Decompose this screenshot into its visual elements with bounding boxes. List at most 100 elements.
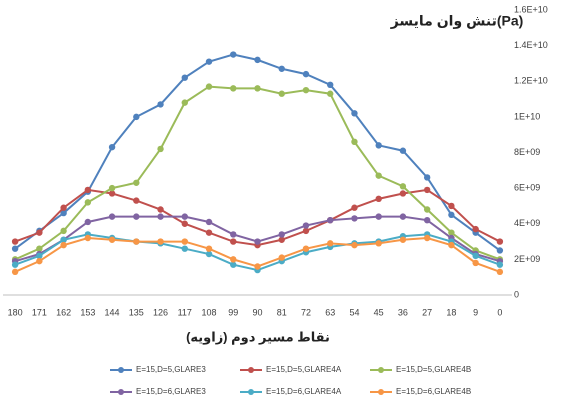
data-point [423,186,431,194]
data-point [84,186,92,194]
data-point [60,227,67,235]
data-point [472,225,479,233]
data-point [84,218,92,226]
x-tick-label: 72 [301,307,311,317]
data-point [448,229,455,236]
x-tick-label: 171 [32,307,47,317]
x-tick-label: 54 [349,307,359,317]
data-point [351,241,358,249]
data-point [230,85,237,92]
y-tick-label: 8E+09 [514,147,540,157]
data-point [181,99,188,106]
x-tick-label: 126 [153,307,168,317]
x-tick-label: 90 [252,307,262,317]
y-tick-label: 2E+09 [514,254,540,264]
data-point [302,86,310,94]
x-tick-label: 36 [398,307,408,317]
y-tick-label: 1.6E+10 [514,4,548,14]
data-point [399,147,407,154]
data-point [423,206,431,213]
data-point [327,216,334,224]
data-point [496,261,504,268]
x-tick-label: 135 [129,307,144,317]
data-point [375,240,382,247]
data-point [11,261,19,268]
data-point [133,238,140,245]
data-point [36,252,43,260]
data-point [108,143,116,151]
data-point [448,211,455,219]
data-point [254,238,261,245]
x-tick-label: 81 [277,307,287,317]
data-point [133,179,140,186]
data-point [254,85,261,92]
data-point [133,113,140,121]
data-point [351,215,358,222]
data-point [399,183,407,190]
data-point [36,229,43,236]
data-point [448,241,455,249]
data-point [60,209,67,217]
data-point [230,256,237,263]
data-point [423,234,431,242]
data-point [60,241,67,249]
data-point [327,240,334,247]
data-point [205,250,213,258]
y-tick-label: 1.2E+10 [514,76,548,86]
data-point [181,220,188,227]
x-tick-label: 45 [374,307,384,317]
data-point [375,213,382,220]
data-point [108,190,116,197]
x-tick-label: 162 [56,307,71,317]
data-point [181,245,188,252]
y-tick-label: 1.4E+10 [514,40,548,50]
y-tick-label: 0 [514,289,519,299]
data-point [205,245,213,252]
data-point [205,83,213,90]
data-point [230,231,237,238]
x-tick-label: 117 [178,307,192,317]
data-point [108,184,116,192]
x-tick-label: 144 [105,307,120,317]
data-point [36,257,43,265]
legend-marker [248,389,254,395]
chart-title: تنش وان مایسز(Pa) [390,13,524,30]
data-point [60,236,67,243]
legend-text: E=15,D=5,GLARE4B [396,365,471,374]
data-point [327,81,334,89]
data-point [205,229,213,236]
x-tick-label: 180 [8,307,23,317]
data-point [36,245,43,252]
legend-marker [378,389,384,395]
data-point [375,172,382,179]
legend-marker [118,389,124,395]
data-point [278,236,285,243]
x-tick-label: 18 [446,307,456,317]
data-point [11,245,19,252]
data-point [60,204,67,211]
data-point [230,238,237,245]
data-point [423,216,431,224]
data-point [108,236,116,243]
legend-text: E=15,D=6,GLARE4A [266,387,342,396]
data-point [399,190,407,197]
data-point [327,90,334,97]
legend-text: E=15,D=5,GLARE4A [266,365,342,374]
data-point [181,238,188,245]
legend-text: E=15,D=6,GLARE4B [396,387,471,396]
data-point [205,58,213,65]
data-point [133,197,140,204]
data-point [302,227,310,235]
data-point [399,213,407,220]
data-point [254,263,261,270]
data-point [108,213,116,220]
legend-text: E=15,D=5,GLARE3 [136,365,206,374]
data-point [278,254,285,261]
data-point [157,238,164,245]
data-point [472,259,479,267]
data-point [157,145,164,153]
data-point [375,142,382,149]
legend-text: E=15,D=6,GLARE3 [136,387,206,396]
data-point [181,74,188,81]
data-point [157,213,164,220]
